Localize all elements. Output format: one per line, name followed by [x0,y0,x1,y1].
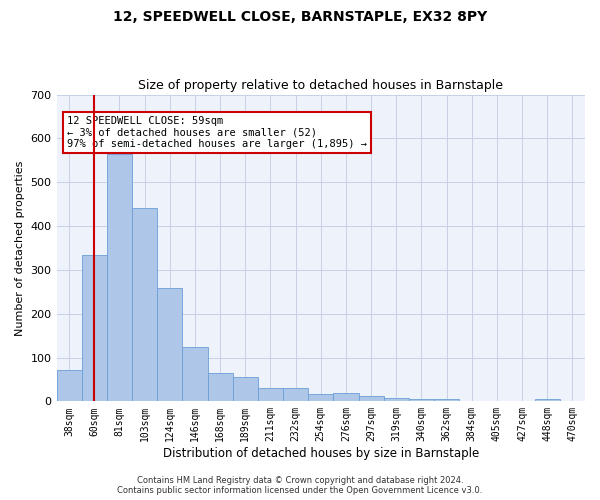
Bar [334,394,359,402]
Bar [283,388,308,402]
Bar [157,288,182,402]
Bar [233,377,258,402]
Bar [434,399,459,402]
Bar [535,399,560,402]
Bar [258,388,283,402]
Bar [56,370,82,402]
Bar [107,154,132,402]
Bar [409,398,434,402]
Bar [359,396,383,402]
Bar [383,398,409,402]
Text: 12 SPEEDWELL CLOSE: 59sqm
← 3% of detached houses are smaller (52)
97% of semi-d: 12 SPEEDWELL CLOSE: 59sqm ← 3% of detach… [67,116,367,149]
Bar [132,208,157,402]
Text: 12, SPEEDWELL CLOSE, BARNSTAPLE, EX32 8PY: 12, SPEEDWELL CLOSE, BARNSTAPLE, EX32 8P… [113,10,487,24]
Y-axis label: Number of detached properties: Number of detached properties [15,160,25,336]
Text: Contains HM Land Registry data © Crown copyright and database right 2024.
Contai: Contains HM Land Registry data © Crown c… [118,476,482,495]
Bar [82,256,107,402]
X-axis label: Distribution of detached houses by size in Barnstaple: Distribution of detached houses by size … [163,447,479,460]
Bar [182,347,208,402]
Bar [308,394,334,402]
Bar [208,373,233,402]
Title: Size of property relative to detached houses in Barnstaple: Size of property relative to detached ho… [138,79,503,92]
